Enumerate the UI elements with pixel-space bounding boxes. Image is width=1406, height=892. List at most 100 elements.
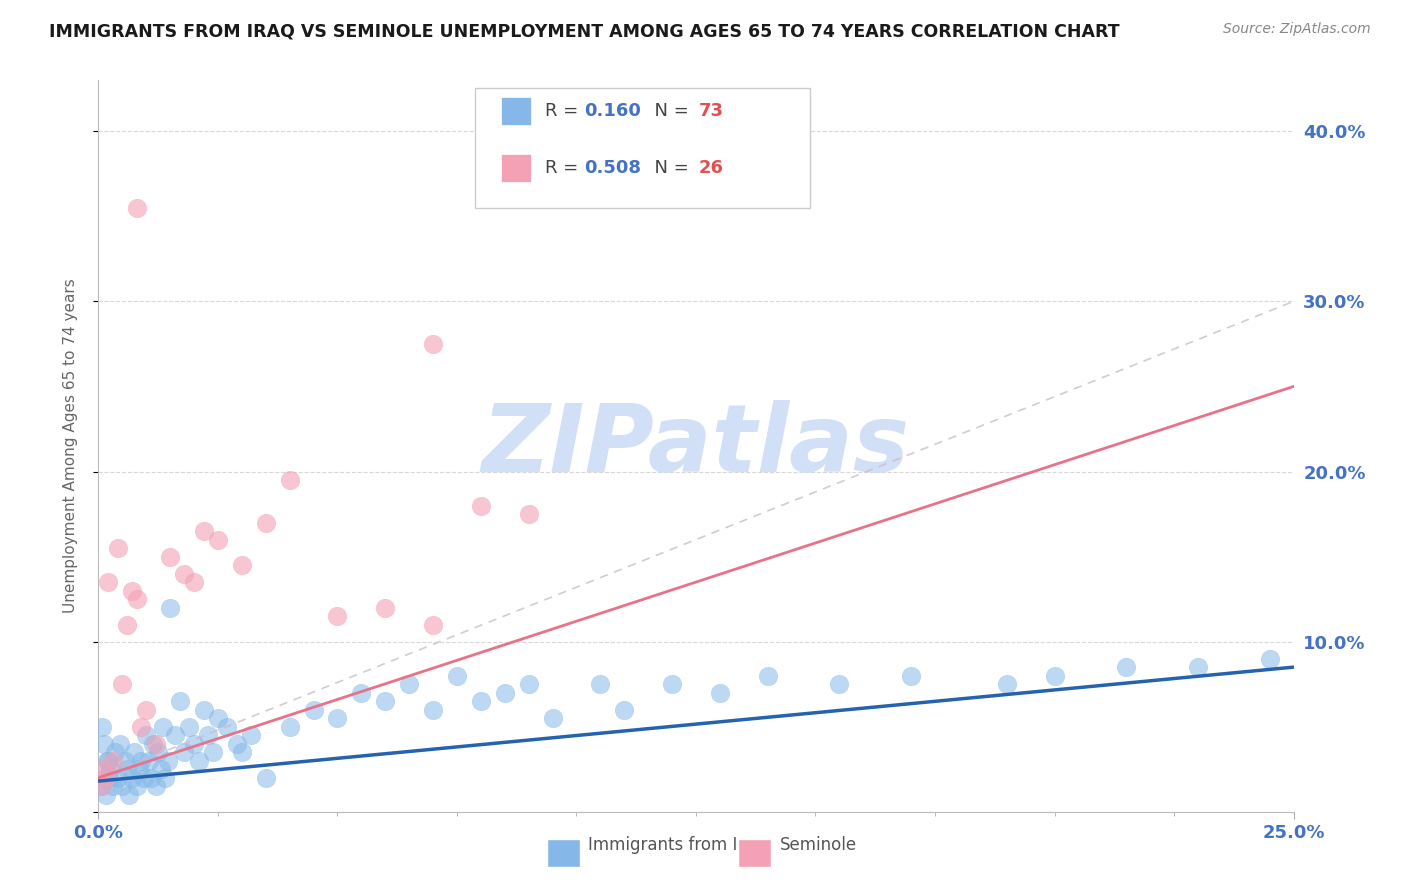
Point bbox=[900, 668, 922, 682]
Bar bbox=[547, 838, 581, 867]
Point bbox=[90, 779, 112, 793]
Point bbox=[193, 524, 215, 538]
Point bbox=[138, 754, 160, 768]
Text: 73: 73 bbox=[699, 102, 723, 120]
Point bbox=[398, 677, 420, 691]
Point bbox=[98, 762, 122, 776]
FancyBboxPatch shape bbox=[475, 87, 810, 209]
Point bbox=[118, 788, 141, 802]
Point bbox=[152, 720, 174, 734]
Point bbox=[135, 703, 157, 717]
Point bbox=[207, 711, 229, 725]
Point bbox=[422, 703, 444, 717]
Point bbox=[173, 566, 195, 581]
Y-axis label: Unemployment Among Ages 65 to 74 years: Unemployment Among Ages 65 to 74 years bbox=[63, 278, 77, 614]
Point bbox=[1187, 660, 1209, 674]
Text: 26: 26 bbox=[699, 159, 723, 177]
Point bbox=[163, 728, 186, 742]
Point bbox=[302, 703, 325, 717]
Point bbox=[446, 668, 468, 682]
Point bbox=[97, 575, 120, 590]
Point bbox=[101, 779, 124, 793]
Point bbox=[470, 499, 492, 513]
Text: 0.160: 0.160 bbox=[583, 102, 641, 120]
Point bbox=[709, 686, 731, 700]
Point bbox=[139, 771, 162, 785]
Point bbox=[226, 737, 249, 751]
Point bbox=[254, 516, 277, 530]
Point bbox=[173, 745, 195, 759]
Point bbox=[111, 779, 134, 793]
Point bbox=[240, 728, 263, 742]
Point bbox=[589, 677, 612, 691]
Point bbox=[995, 677, 1018, 691]
Text: Immigrants from Iraq: Immigrants from Iraq bbox=[589, 836, 765, 854]
Point bbox=[541, 711, 564, 725]
Point bbox=[517, 507, 540, 521]
Point bbox=[374, 694, 396, 708]
Text: ZIPatlas: ZIPatlas bbox=[482, 400, 910, 492]
Point bbox=[422, 617, 444, 632]
Point bbox=[278, 473, 301, 487]
Point bbox=[149, 762, 172, 776]
Point bbox=[145, 779, 167, 793]
Point bbox=[179, 720, 201, 734]
Bar bbox=[501, 97, 531, 125]
Point bbox=[231, 745, 253, 759]
Point bbox=[124, 745, 146, 759]
Point bbox=[494, 686, 516, 700]
Point bbox=[169, 694, 191, 708]
Point bbox=[115, 762, 138, 776]
Point bbox=[135, 728, 157, 742]
Point bbox=[661, 677, 683, 691]
Point bbox=[121, 771, 143, 785]
Point bbox=[422, 337, 444, 351]
Point bbox=[756, 668, 779, 682]
Point bbox=[128, 762, 150, 776]
Text: Seminole: Seminole bbox=[780, 836, 856, 854]
Point bbox=[1043, 668, 1066, 682]
Point bbox=[613, 703, 636, 717]
Text: R =: R = bbox=[546, 102, 585, 120]
Point bbox=[350, 686, 373, 700]
Point bbox=[159, 549, 181, 564]
Point bbox=[132, 771, 155, 785]
Point bbox=[131, 720, 153, 734]
Point bbox=[202, 745, 225, 759]
Point bbox=[254, 771, 277, 785]
Point bbox=[125, 201, 148, 215]
Bar bbox=[738, 838, 772, 867]
Point bbox=[145, 737, 167, 751]
Text: N =: N = bbox=[644, 159, 695, 177]
Point bbox=[97, 754, 120, 768]
Point bbox=[142, 737, 165, 751]
Point bbox=[94, 771, 117, 785]
Point bbox=[108, 737, 131, 751]
Point bbox=[96, 754, 118, 768]
Point bbox=[115, 617, 138, 632]
Point bbox=[470, 694, 492, 708]
Point bbox=[1258, 651, 1281, 665]
Point bbox=[131, 754, 153, 768]
Point bbox=[326, 609, 349, 624]
Text: IMMIGRANTS FROM IRAQ VS SEMINOLE UNEMPLOYMENT AMONG AGES 65 TO 74 YEARS CORRELAT: IMMIGRANTS FROM IRAQ VS SEMINOLE UNEMPLO… bbox=[49, 22, 1119, 40]
Point bbox=[231, 558, 253, 572]
Point bbox=[187, 754, 209, 768]
Point bbox=[93, 737, 115, 751]
Point bbox=[91, 720, 114, 734]
Point bbox=[125, 592, 148, 607]
Point bbox=[111, 677, 134, 691]
Point bbox=[121, 583, 143, 598]
Point bbox=[183, 737, 205, 751]
Point bbox=[101, 754, 124, 768]
Point bbox=[159, 600, 181, 615]
Bar bbox=[501, 154, 531, 182]
Point bbox=[828, 677, 851, 691]
Point bbox=[1115, 660, 1137, 674]
Point bbox=[148, 745, 170, 759]
Text: R =: R = bbox=[546, 159, 585, 177]
Point bbox=[107, 771, 129, 785]
Point bbox=[278, 720, 301, 734]
Point bbox=[197, 728, 219, 742]
Point bbox=[97, 771, 120, 785]
